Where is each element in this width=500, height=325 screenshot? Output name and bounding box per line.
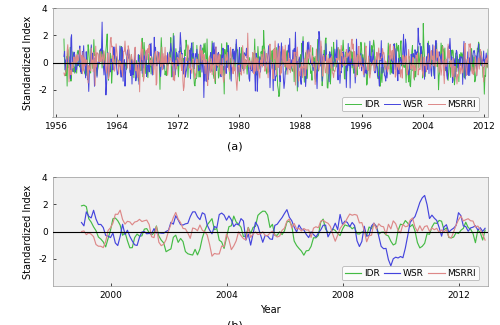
IDR <box>175 62 181 66</box>
WSR <box>422 77 428 81</box>
IDR <box>420 21 426 25</box>
WSR <box>202 64 207 68</box>
WSR <box>388 264 394 268</box>
MSRRI <box>221 245 227 249</box>
X-axis label: Year: Year <box>260 306 280 316</box>
WSR <box>488 30 494 33</box>
MSRRI <box>117 208 123 212</box>
MSRRI <box>244 31 250 35</box>
WSR <box>99 20 105 24</box>
MSRRI <box>154 225 160 228</box>
WSR <box>316 231 322 235</box>
Y-axis label: Standardized Index: Standardized Index <box>23 16 33 110</box>
Line: WSR: WSR <box>82 195 485 266</box>
MSRRI <box>488 62 494 66</box>
Line: MSRRI: MSRRI <box>64 33 490 92</box>
Legend: IDR, WSR, MSRRI: IDR, WSR, MSRRI <box>342 97 478 111</box>
IDR <box>320 217 326 221</box>
MSRRI <box>78 229 84 233</box>
Text: (a): (a) <box>228 141 243 151</box>
MSRRI <box>313 225 319 229</box>
IDR <box>200 56 206 59</box>
WSR <box>194 215 200 219</box>
IDR <box>130 61 136 65</box>
WSR <box>61 55 67 58</box>
MSRRI <box>449 70 455 73</box>
WSR <box>422 193 428 197</box>
IDR <box>276 95 282 98</box>
IDR <box>482 228 488 232</box>
WSR <box>78 221 84 225</box>
IDR <box>154 224 160 228</box>
WSR <box>131 68 137 72</box>
Line: IDR: IDR <box>64 23 490 97</box>
IDR <box>218 240 224 244</box>
WSR <box>201 96 207 99</box>
MSRRI <box>197 223 203 227</box>
WSR <box>73 65 79 69</box>
WSR <box>482 226 488 230</box>
MSRRI <box>422 63 428 67</box>
MSRRI <box>482 238 488 242</box>
MSRRI <box>61 71 67 75</box>
IDR <box>61 37 67 41</box>
IDR <box>422 55 428 59</box>
MSRRI <box>73 53 79 57</box>
IDR <box>449 54 455 58</box>
WSR <box>402 246 408 250</box>
Text: (b): (b) <box>228 321 243 325</box>
IDR <box>313 236 319 240</box>
MSRRI <box>130 61 136 65</box>
WSR <box>216 213 222 216</box>
IDR <box>405 221 411 225</box>
MSRRI <box>176 57 182 60</box>
IDR <box>78 204 84 208</box>
Line: WSR: WSR <box>64 22 490 98</box>
Line: IDR: IDR <box>82 205 485 255</box>
MSRRI <box>320 218 326 222</box>
IDR <box>73 55 79 59</box>
Line: MSRRI: MSRRI <box>82 210 485 256</box>
MSRRI <box>405 224 411 228</box>
IDR <box>197 247 203 251</box>
WSR <box>151 227 157 230</box>
WSR <box>308 230 314 234</box>
IDR <box>488 65 494 69</box>
MSRRI <box>201 52 207 56</box>
IDR <box>301 253 307 257</box>
MSRRI <box>136 90 142 94</box>
Legend: IDR, WSR, MSRRI: IDR, WSR, MSRRI <box>342 266 478 280</box>
MSRRI <box>209 254 215 258</box>
Y-axis label: Standardized Index: Standardized Index <box>23 184 33 279</box>
IDR <box>81 203 87 207</box>
WSR <box>176 62 182 66</box>
WSR <box>449 55 455 59</box>
